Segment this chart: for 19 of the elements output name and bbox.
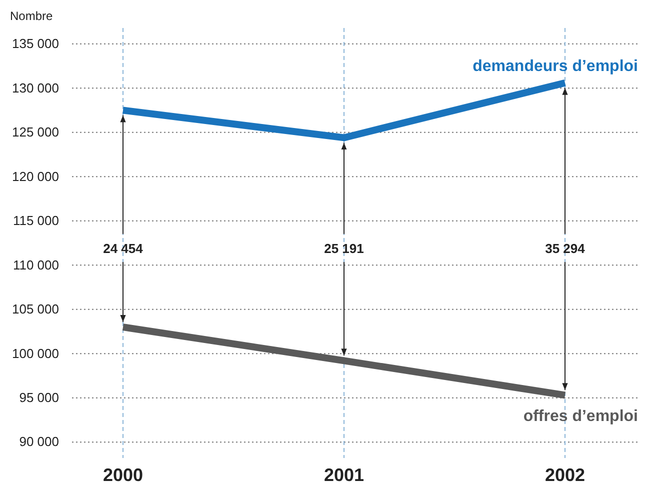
annotation: 25 191 xyxy=(324,241,364,256)
annotation: 35 294 xyxy=(545,241,586,256)
x-tick-label: 2000 xyxy=(102,464,144,485)
y-tick-label: 100 000 xyxy=(12,346,59,361)
x-tick-label: 2002 xyxy=(544,464,586,485)
y-tick-label: 110 000 xyxy=(12,257,59,272)
y-tick-label: 125 000 xyxy=(12,124,59,140)
y-tick-label: 115 000 xyxy=(12,213,59,228)
y-tick-label: 135 000 xyxy=(12,36,59,52)
y-tick-label: 130 000 xyxy=(12,80,59,96)
annotation: 24 454 xyxy=(103,241,144,256)
series-label: demandeurs d’emploi xyxy=(472,58,638,75)
y-axis-title: Nombre xyxy=(10,9,54,23)
y-tick-label: 90 000 xyxy=(19,434,59,450)
series-label: offres d’emploi xyxy=(523,408,638,426)
y-tick-label: 105 000 xyxy=(12,302,59,317)
x-tick-label: 2001 xyxy=(324,464,364,485)
y-tick-label: 120 000 xyxy=(12,168,59,184)
y-tick-label: 95 000 xyxy=(19,390,59,405)
